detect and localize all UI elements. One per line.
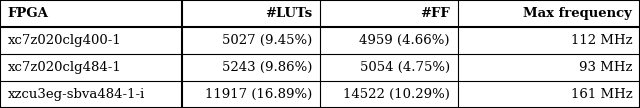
Text: 5027 (9.45%): 5027 (9.45%) <box>222 34 312 47</box>
Text: #LUTs: #LUTs <box>265 7 312 20</box>
Text: xc7z020clg484-1: xc7z020clg484-1 <box>8 61 122 74</box>
Text: 14522 (10.29%): 14522 (10.29%) <box>343 88 450 101</box>
Text: 112 MHz: 112 MHz <box>571 34 632 47</box>
Text: 93 MHz: 93 MHz <box>579 61 632 74</box>
Text: 5243 (9.86%): 5243 (9.86%) <box>222 61 312 74</box>
Text: xzcu3eg-sbva484-1-i: xzcu3eg-sbva484-1-i <box>8 88 145 101</box>
Text: 4959 (4.66%): 4959 (4.66%) <box>360 34 450 47</box>
Text: xc7z020clg400-1: xc7z020clg400-1 <box>8 34 122 47</box>
Text: Max frequency: Max frequency <box>524 7 632 20</box>
Text: 161 MHz: 161 MHz <box>571 88 632 101</box>
Text: 5054 (4.75%): 5054 (4.75%) <box>360 61 450 74</box>
Text: 11917 (16.89%): 11917 (16.89%) <box>205 88 312 101</box>
Text: FPGA: FPGA <box>8 7 49 20</box>
Text: #FF: #FF <box>420 7 450 20</box>
